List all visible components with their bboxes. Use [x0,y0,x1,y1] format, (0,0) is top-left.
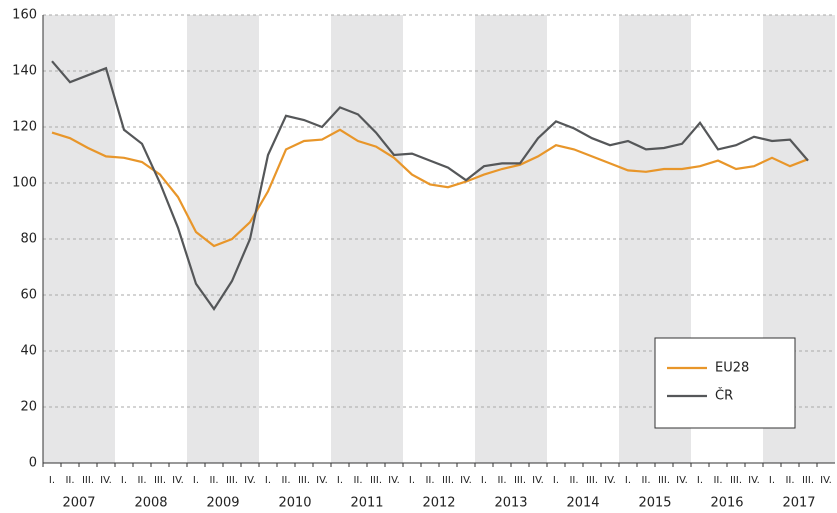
y-tick-label: 120 [12,120,37,135]
x-tick-label: II. [641,475,650,486]
x-tick-label: IV. [748,475,760,486]
x-tick-label: IV. [100,475,112,486]
x-tick-label: I. [337,475,343,486]
y-tick-label: 100 [12,176,37,191]
year-label: 2017 [782,496,815,511]
x-tick-label: III. [82,475,94,486]
x-tick-label: I. [697,475,703,486]
year-label: 2008 [134,496,167,511]
year-label: 2012 [422,496,455,511]
y-tick-label: 140 [12,64,37,79]
year-label: 2013 [494,496,527,511]
x-tick-label: II. [209,475,218,486]
x-tick-label: IV. [388,475,400,486]
x-tick-label: II. [281,475,290,486]
x-tick-label: III. [370,475,382,486]
x-tick-label: II. [497,475,506,486]
x-tick-label: I. [265,475,271,486]
x-tick-label: IV. [460,475,472,486]
x-tick-label: I. [481,475,487,486]
x-tick-label: III. [298,475,310,486]
x-tick-label: IV. [532,475,544,486]
x-tick-label: III. [442,475,454,486]
x-tick-label: IV. [172,475,184,486]
x-tick-label: III. [226,475,238,486]
x-tick-label: II. [425,475,434,486]
x-tick-label: I. [553,475,559,486]
x-tick-label: II. [713,475,722,486]
year-label: 2010 [278,496,311,511]
x-tick-label: IV. [316,475,328,486]
x-tick-label: I. [625,475,631,486]
x-tick-label: II. [569,475,578,486]
legend-label: EU28 [715,361,749,376]
x-tick-label: IV. [604,475,616,486]
year-label: 2016 [710,496,743,511]
legend-label: ČR [715,388,733,404]
x-tick-label: I. [121,475,127,486]
year-label: 2007 [62,496,95,511]
x-tick-label: IV. [244,475,256,486]
x-tick-label: I. [409,475,415,486]
y-tick-label: 80 [20,232,37,247]
year-label: 2011 [350,496,383,511]
x-tick-label: II. [353,475,362,486]
legend-box [654,337,796,429]
x-tick-label: II. [65,475,74,486]
x-tick-label: IV. [820,475,832,486]
y-tick-label: 60 [20,288,37,303]
series-line [51,60,809,311]
y-tick-label: 160 [12,8,37,23]
x-tick-label: III. [802,475,814,486]
x-tick-label: I. [49,475,55,486]
x-tick-label: III. [154,475,166,486]
year-label: 2015 [638,496,671,511]
year-label: 2009 [206,496,239,511]
x-tick-label: I. [193,475,199,486]
x-tick-label: III. [514,475,526,486]
x-tick-label: III. [658,475,670,486]
y-tick-label: 20 [20,400,37,415]
y-tick-label: 40 [20,344,37,359]
x-tick-label: I. [769,475,775,486]
x-tick-label: II. [137,475,146,486]
x-tick-label: II. [785,475,794,486]
x-tick-label: III. [586,475,598,486]
year-label: 2014 [566,496,599,511]
x-tick-label: III. [730,475,742,486]
x-tick-label: IV. [676,475,688,486]
y-tick-label: 0 [29,456,37,471]
series-line [51,128,809,248]
